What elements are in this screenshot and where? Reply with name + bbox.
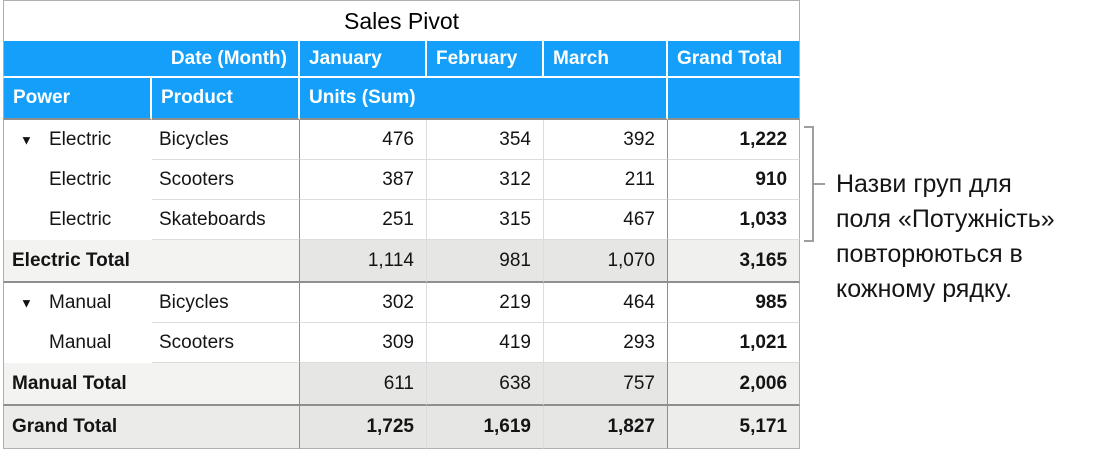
subtotal-label-cell[interactable]: Manual Total <box>3 363 300 406</box>
header-grand-total-empty[interactable] <box>668 78 801 120</box>
power-cell[interactable]: Electric <box>3 160 152 200</box>
row-total-cell[interactable]: 1,222 <box>668 120 801 160</box>
grand-total-value-cell[interactable]: 1,725 <box>300 406 427 449</box>
subtotal-row: Electric Total 1,114 981 1,070 3,165 <box>3 240 801 283</box>
callout-bracket-top-tick <box>804 126 814 128</box>
value-cell[interactable]: 219 <box>427 283 544 323</box>
value-cell[interactable]: 309 <box>300 323 427 363</box>
header-row-fields: Power Product Units (Sum) <box>3 78 801 120</box>
subtotal-value-cell[interactable]: 981 <box>427 240 544 283</box>
power-cell[interactable]: Manual <box>3 323 152 363</box>
value-cell[interactable]: 251 <box>300 200 427 240</box>
value-cell[interactable]: 476 <box>300 120 427 160</box>
subtotal-value-cell[interactable]: 611 <box>300 363 427 406</box>
annotation-text: Назви груп для поля «Потужність» повторю… <box>836 167 1055 307</box>
table-title[interactable]: Sales Pivot <box>3 0 801 41</box>
header-product[interactable]: Product <box>152 78 300 120</box>
header-units-sum[interactable]: Units (Sum) <box>300 78 668 120</box>
power-label: Electric <box>49 169 112 190</box>
power-cell[interactable]: Electric <box>3 200 152 240</box>
pivot-table: Sales Pivot Date (Month) January Februar… <box>3 0 801 449</box>
subtotal-value-cell[interactable]: 1,114 <box>300 240 427 283</box>
row-total-cell[interactable]: 910 <box>668 160 801 200</box>
value-cell[interactable]: 211 <box>544 160 668 200</box>
product-cell[interactable]: Skateboards <box>152 200 300 240</box>
table-row: ▼ Manual Bicycles 302 219 464 985 <box>3 283 801 323</box>
header-row-months: Date (Month) January February March Gran… <box>3 41 801 78</box>
header-february[interactable]: February <box>427 41 544 78</box>
value-cell[interactable]: 387 <box>300 160 427 200</box>
subtotal-row: Manual Total 611 638 757 2,006 <box>3 363 801 406</box>
header-date-month[interactable]: Date (Month) <box>3 41 300 78</box>
product-cell[interactable]: Bicycles <box>152 120 300 160</box>
table-row: Electric Scooters 387 312 211 910 <box>3 160 801 200</box>
subtotal-total-cell[interactable]: 2,006 <box>668 363 801 406</box>
row-total-cell[interactable]: 1,021 <box>668 323 801 363</box>
grand-total-total-cell[interactable]: 5,171 <box>668 406 801 449</box>
value-cell[interactable]: 419 <box>427 323 544 363</box>
grand-total-label-cell[interactable]: Grand Total <box>3 406 300 449</box>
callout-bracket-vertical <box>812 126 814 242</box>
disclosure-triangle-icon[interactable]: ▼ <box>20 295 33 311</box>
subtotal-value-cell[interactable]: 757 <box>544 363 668 406</box>
product-cell[interactable]: Scooters <box>152 160 300 200</box>
subtotal-value-cell[interactable]: 638 <box>427 363 544 406</box>
value-cell[interactable]: 467 <box>544 200 668 240</box>
power-cell[interactable]: ▼ Electric <box>3 120 152 160</box>
table-row: Electric Skateboards 251 315 467 1,033 <box>3 200 801 240</box>
grand-total-row: Grand Total 1,725 1,619 1,827 5,171 <box>3 406 801 449</box>
power-label: Electric <box>49 209 112 230</box>
power-label: Manual <box>49 292 112 313</box>
annotation-line: кожному рядку. <box>836 275 1013 303</box>
product-cell[interactable]: Bicycles <box>152 283 300 323</box>
subtotal-label-cell[interactable]: Electric Total <box>3 240 300 283</box>
value-cell[interactable]: 312 <box>427 160 544 200</box>
grand-total-value-cell[interactable]: 1,827 <box>544 406 668 449</box>
annotation-line: повторюються в <box>836 240 1023 268</box>
annotation-line: поля «Потужність» <box>836 205 1055 233</box>
disclosure-triangle-icon[interactable]: ▼ <box>20 132 33 148</box>
power-cell[interactable]: ▼ Manual <box>3 283 152 323</box>
value-cell[interactable]: 302 <box>300 283 427 323</box>
value-cell[interactable]: 464 <box>544 283 668 323</box>
table-row: ▼ Electric Bicycles 476 354 392 1,222 <box>3 120 801 160</box>
value-cell[interactable]: 392 <box>544 120 668 160</box>
callout-bracket-connector <box>814 183 825 185</box>
table-row: Manual Scooters 309 419 293 1,021 <box>3 323 801 363</box>
header-march[interactable]: March <box>544 41 668 78</box>
row-total-cell[interactable]: 1,033 <box>668 200 801 240</box>
product-cell[interactable]: Scooters <box>152 323 300 363</box>
power-label: Manual <box>49 332 112 353</box>
annotation-line: Назви груп для <box>836 170 1012 198</box>
table-title-row: Sales Pivot <box>3 0 801 41</box>
power-label: Electric <box>49 129 112 150</box>
value-cell[interactable]: 315 <box>427 200 544 240</box>
value-cell[interactable]: 354 <box>427 120 544 160</box>
value-cell[interactable]: 293 <box>544 323 668 363</box>
subtotal-total-cell[interactable]: 3,165 <box>668 240 801 283</box>
header-power[interactable]: Power <box>3 78 152 120</box>
subtotal-value-cell[interactable]: 1,070 <box>544 240 668 283</box>
callout-bracket-bottom-tick <box>804 240 814 242</box>
row-total-cell[interactable]: 985 <box>668 283 801 323</box>
header-january[interactable]: January <box>300 41 427 78</box>
header-grand-total[interactable]: Grand Total <box>668 41 801 78</box>
grand-total-value-cell[interactable]: 1,619 <box>427 406 544 449</box>
